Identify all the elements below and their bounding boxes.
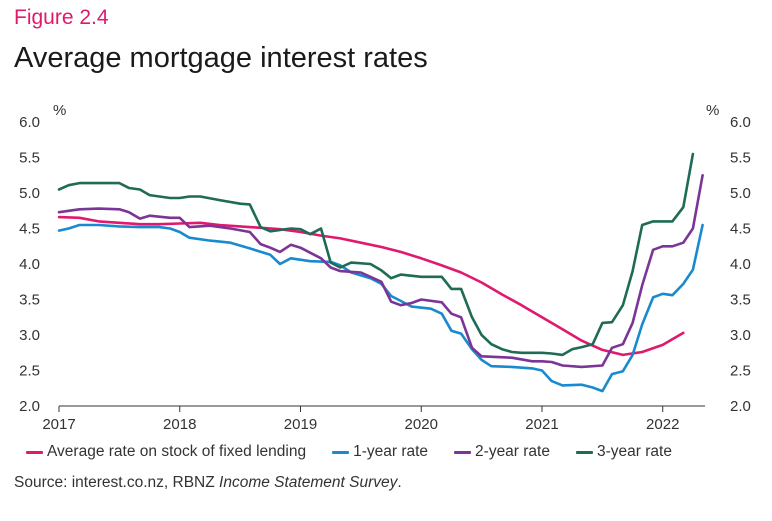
y-tick-label-right: 5.0	[730, 185, 751, 202]
y-tick-label-left: 6.0	[19, 114, 40, 131]
chart-legend: Average rate on stock of fixed lending 1-…	[26, 441, 746, 463]
source-prefix: Source: interest.co.nz, RBNZ	[14, 474, 220, 491]
y-tick-label-left: 4.0	[19, 256, 40, 273]
legend-label: 3-year rate	[596, 443, 672, 460]
legend-label: Average rate on stock of fixed lending	[47, 443, 307, 460]
legend-swatch	[332, 450, 350, 454]
legend-swatch	[454, 450, 472, 454]
x-tick-label: 2017	[42, 416, 75, 433]
series-layer	[57, 152, 704, 393]
y-tick-label-right: 3.0	[730, 327, 751, 344]
legend-item-3: 2-year rate	[454, 443, 550, 461]
legend-label: 2-year rate	[475, 443, 550, 460]
y-tick-label-right: 3.5	[730, 292, 751, 309]
y-axis-unit-right: %	[706, 102, 719, 119]
legend-item-4: 3-year rate	[575, 443, 672, 461]
legend-item-1: Average rate on stock of fixed lending	[26, 443, 306, 461]
series-line-4	[57, 152, 695, 357]
legend-swatch	[575, 450, 593, 454]
y-tick-label-left: 2.0	[19, 398, 40, 415]
y-tick-label-right: 2.0	[730, 398, 751, 415]
y-tick-label-right: 2.5	[730, 363, 751, 380]
y-tick-label-left: 5.0	[19, 185, 40, 202]
y-tick-label-left: 2.5	[19, 363, 40, 380]
y-tick-label-right: 6.0	[730, 114, 751, 131]
source-suffix: .	[397, 474, 402, 491]
line-chart: 2017 2018 2019 2020 2021 2022 2.0 2.0 2.5 2.5 3.0 3…	[19, 102, 751, 433]
series-line-1	[57, 215, 685, 357]
source-note: Source: interest.co.nz, RBNZ Income Stat…	[14, 474, 402, 492]
y-tick-label-left: 4.5	[19, 221, 40, 238]
x-tick-label: 2018	[163, 416, 196, 433]
x-tick-label: 2021	[525, 416, 558, 433]
y-tick-label-right: 5.5	[730, 150, 751, 167]
source-survey-name: Income Statement Survey	[219, 474, 398, 491]
y-tick-label-right: 4.5	[730, 221, 751, 238]
axes-layer: 2017 2018 2019 2020 2021 2022 2.0 2.0 2.5 2.5 3.0 3…	[19, 114, 751, 433]
chart-title: Average mortgage interest rates	[14, 42, 428, 74]
x-tick-label: 2022	[646, 416, 679, 433]
legend-item-2: 1-year rate	[332, 443, 428, 461]
legend-swatch	[26, 450, 43, 454]
legend-label: 1-year rate	[353, 443, 429, 460]
y-tick-label-left: 3.0	[19, 327, 40, 344]
figure-label: Figure 2.4	[14, 6, 109, 29]
series-line-3	[57, 174, 704, 369]
x-tick-label: 2019	[284, 416, 317, 433]
y-axis-unit-left: %	[53, 102, 66, 119]
y-tick-label-left: 5.5	[19, 150, 40, 167]
series-line-2	[57, 223, 704, 393]
y-tick-label-right: 4.0	[730, 256, 751, 273]
x-tick-label: 2020	[405, 416, 438, 433]
y-tick-label-left: 3.5	[19, 292, 40, 309]
